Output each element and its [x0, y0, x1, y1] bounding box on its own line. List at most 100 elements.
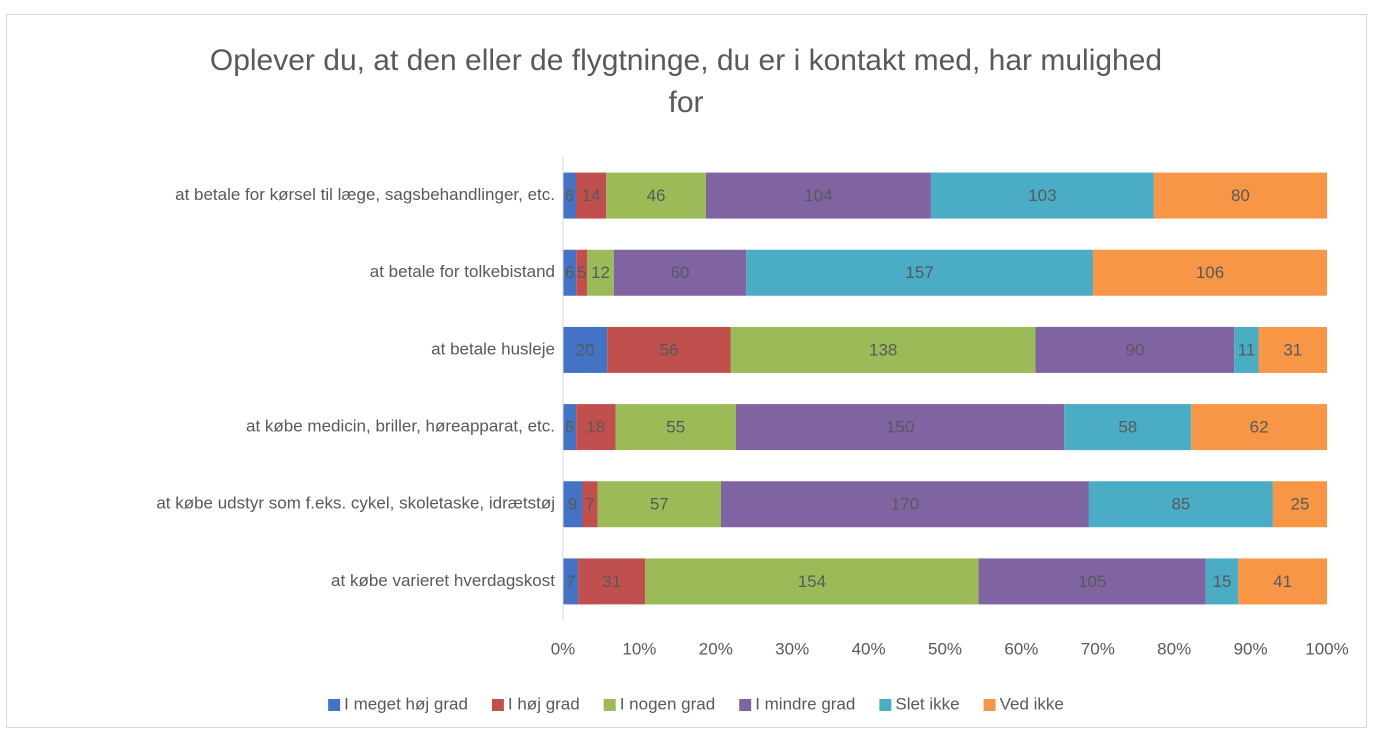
y-tick-label: at købe varieret hverdagskost [331, 571, 555, 590]
bar-segment [1205, 558, 1239, 605]
y-tick-label: at betale for kørsel til læge, sagsbehan… [175, 185, 555, 204]
x-tick-label: 60% [1004, 639, 1038, 658]
data-label: 11 [1238, 340, 1256, 359]
bar-segment [597, 481, 721, 528]
data-label: 90 [1125, 340, 1144, 359]
data-label: 85 [1171, 495, 1190, 514]
data-label: 80 [1231, 186, 1250, 205]
bar-segment [1153, 172, 1327, 219]
data-label: 105 [1078, 572, 1106, 591]
bar-segment [578, 558, 646, 605]
bar-segment [1238, 558, 1327, 605]
bar-segment [587, 249, 614, 296]
bar-segment [563, 481, 583, 528]
bar-segment [563, 249, 577, 296]
y-tick-label: at betale for tolkebistand [370, 262, 555, 281]
data-label: 138 [869, 340, 897, 359]
data-label: 57 [650, 495, 669, 514]
x-tick-label: 40% [852, 639, 886, 658]
data-label: 58 [1118, 418, 1137, 437]
data-label: 106 [1196, 263, 1224, 282]
bar-segment [1035, 326, 1235, 373]
x-tick-label: 70% [1081, 639, 1115, 658]
bar-segment [645, 558, 979, 605]
data-label: 25 [1290, 495, 1309, 514]
data-label: 104 [804, 186, 832, 205]
bar-segment [746, 249, 1093, 296]
bar-segment [1272, 481, 1327, 528]
bar-segment [606, 172, 706, 219]
data-label: 170 [891, 495, 919, 514]
data-label: 31 [1283, 340, 1302, 359]
data-label: 5 [577, 263, 586, 282]
data-label: 157 [905, 263, 933, 282]
data-label: 55 [666, 418, 685, 437]
legend-swatch [328, 699, 341, 711]
bar-segment [582, 481, 598, 528]
data-label: 15 [1213, 572, 1232, 591]
bar-segment [1234, 326, 1259, 373]
data-label: 12 [591, 263, 610, 282]
data-label: 62 [1250, 418, 1269, 437]
data-label: 18 [586, 418, 605, 437]
chart-title: Oplever du, at den eller de flygtninge, … [209, 44, 1163, 119]
legend-label: Ved ikke [1000, 694, 1064, 713]
x-tick-label: 90% [1234, 639, 1268, 658]
bar-segment [613, 249, 747, 296]
data-label: 6 [565, 418, 574, 437]
data-label: 9 [568, 495, 577, 514]
legend-label: Slet ikke [895, 694, 959, 713]
bar-segment [576, 249, 588, 296]
data-label: 56 [660, 340, 679, 359]
data-label: 46 [647, 186, 666, 205]
bar-segment [563, 404, 577, 451]
legend-swatch [491, 699, 504, 711]
y-tick-label: at købe udstyr som f.eks. cykel, skoleta… [156, 494, 555, 513]
legend-label: I høj grad [508, 694, 580, 713]
x-tick-label: 80% [1157, 639, 1191, 658]
bar-segment [575, 172, 607, 219]
bar-segment [607, 326, 731, 373]
data-label: 14 [582, 186, 601, 205]
y-tick-label: at betale husleje [431, 339, 555, 358]
bar-segment [615, 404, 736, 451]
bar-segment [563, 558, 579, 605]
bar-segment [563, 172, 576, 219]
data-label: 154 [798, 572, 826, 591]
bar-segment [930, 172, 1154, 219]
bar-segment [735, 404, 1065, 451]
data-label: 41 [1273, 572, 1292, 591]
legend-swatch [739, 699, 752, 711]
x-tick-label: 50% [928, 639, 962, 658]
bar-segment [576, 404, 616, 451]
chart-border [6, 14, 1367, 728]
data-label: 7 [585, 495, 594, 514]
data-label: 31 [602, 572, 621, 591]
bar-segment [563, 326, 608, 373]
data-label: 6 [565, 186, 574, 205]
legend-swatch [983, 699, 996, 711]
data-label: 20 [576, 340, 595, 359]
bar-segment [705, 172, 931, 219]
legend-swatch [879, 699, 892, 711]
legend-label: I mindre grad [755, 694, 855, 713]
data-label: 150 [886, 418, 914, 437]
data-label: 7 [566, 572, 575, 591]
bar-segment [978, 558, 1206, 605]
bar-segment [1258, 326, 1327, 373]
bar-segment [1088, 481, 1273, 528]
bar-segment [1092, 249, 1327, 296]
legend-label: I meget høj grad [344, 694, 468, 713]
data-label: 60 [671, 263, 690, 282]
x-tick-label: 10% [622, 639, 656, 658]
y-tick-label: at købe medicin, briller, høreapparat, e… [246, 417, 555, 436]
data-label: 6 [565, 263, 574, 282]
bar-segment [730, 326, 1036, 373]
x-tick-label: 0% [551, 639, 576, 658]
bar-segment [1064, 404, 1192, 451]
x-tick-label: 100% [1305, 639, 1348, 658]
x-tick-label: 20% [699, 639, 733, 658]
legend-swatch [603, 699, 616, 711]
